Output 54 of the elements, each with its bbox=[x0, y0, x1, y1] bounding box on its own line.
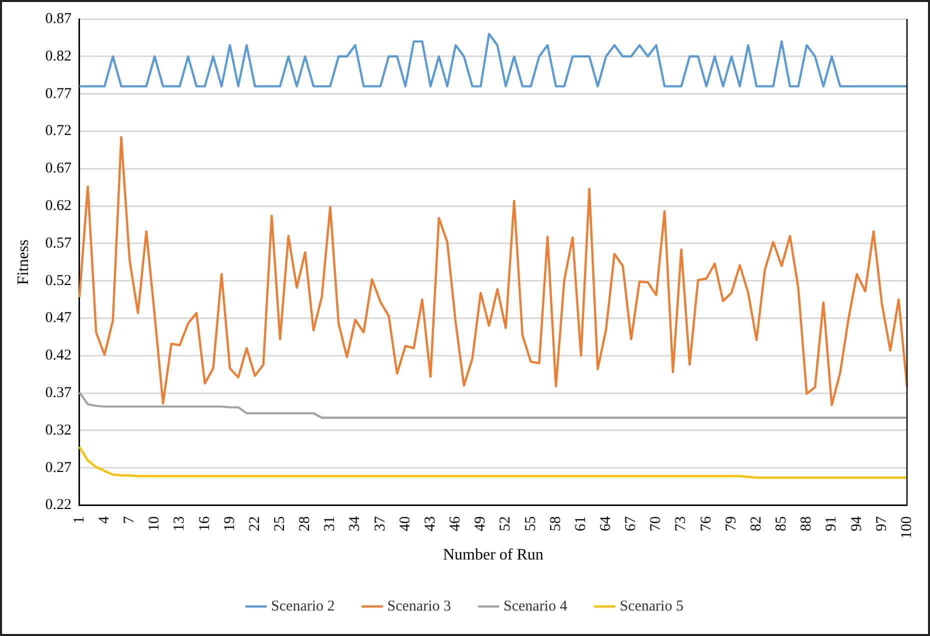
x-tick-label: 13 bbox=[172, 516, 188, 532]
y-tick-label: 0.42 bbox=[45, 348, 72, 364]
x-tick-label: 58 bbox=[548, 516, 564, 532]
x-tick-label: 94 bbox=[848, 516, 865, 532]
legend-label: Scenario 3 bbox=[387, 598, 452, 614]
x-tick-label: 52 bbox=[498, 516, 514, 532]
y-tick-label: 0.77 bbox=[45, 86, 72, 102]
x-tick-label: 7 bbox=[122, 516, 138, 524]
x-tick-label: 1 bbox=[71, 516, 88, 524]
x-tick-label: 19 bbox=[222, 516, 238, 532]
y-tick-label: 0.62 bbox=[45, 198, 72, 214]
x-tick-label: 73 bbox=[673, 516, 690, 532]
x-tick-label: 64 bbox=[598, 516, 614, 532]
x-tick-label: 85 bbox=[774, 516, 790, 532]
y-tick-label: 0.22 bbox=[45, 497, 72, 514]
legend-label: Scenario 4 bbox=[504, 598, 568, 614]
x-tick-label: 37 bbox=[372, 516, 388, 532]
y-tick-label: 0.72 bbox=[45, 123, 72, 140]
x-tick-label: 4 bbox=[96, 516, 112, 524]
x-tick-label: 91 bbox=[824, 516, 840, 532]
y-tick-label: 0.87 bbox=[45, 10, 72, 27]
y-tick-label: 0.47 bbox=[45, 310, 72, 326]
x-tick-label: 10 bbox=[146, 516, 163, 532]
x-tick-label: 25 bbox=[272, 516, 288, 532]
x-tick-label: 16 bbox=[196, 516, 213, 532]
x-tick-label: 28 bbox=[297, 516, 314, 532]
x-tick-label: 55 bbox=[522, 516, 539, 532]
x-tick-label: 82 bbox=[748, 516, 764, 532]
x-tick-label: 31 bbox=[322, 516, 338, 532]
x-tick-label: 46 bbox=[448, 516, 464, 532]
legend-label: Scenario 2 bbox=[271, 598, 335, 614]
x-tick-label: 79 bbox=[723, 516, 740, 532]
x-tick-label: 76 bbox=[698, 516, 714, 532]
x-tick-label: 34 bbox=[347, 516, 364, 532]
y-axis-title: Fitness bbox=[14, 239, 32, 285]
y-tick-label: 0.82 bbox=[45, 48, 72, 64]
x-tick-label: 88 bbox=[798, 516, 815, 532]
legend-label: Scenario 5 bbox=[620, 598, 684, 614]
x-tick-label: 22 bbox=[246, 516, 263, 532]
y-tick-label: 0.37 bbox=[45, 385, 72, 402]
x-tick-label: 70 bbox=[648, 516, 664, 532]
x-tick-label: 61 bbox=[572, 516, 589, 532]
x-tick-label: 40 bbox=[397, 516, 414, 532]
x-tick-label: 97 bbox=[874, 516, 890, 532]
y-tick-label: 0.52 bbox=[45, 272, 72, 289]
x-axis-title: Number of Run bbox=[443, 546, 544, 564]
x-tick-label: 100 bbox=[898, 516, 915, 539]
x-tick-label: 49 bbox=[472, 516, 489, 532]
y-tick-label: 0.27 bbox=[45, 460, 72, 476]
x-tick-label: 67 bbox=[623, 516, 640, 532]
x-tick-label: 43 bbox=[422, 516, 438, 532]
y-tick-label: 0.32 bbox=[45, 422, 72, 438]
y-tick-label: 0.67 bbox=[45, 160, 72, 177]
y-tick-label: 0.57 bbox=[45, 235, 72, 252]
